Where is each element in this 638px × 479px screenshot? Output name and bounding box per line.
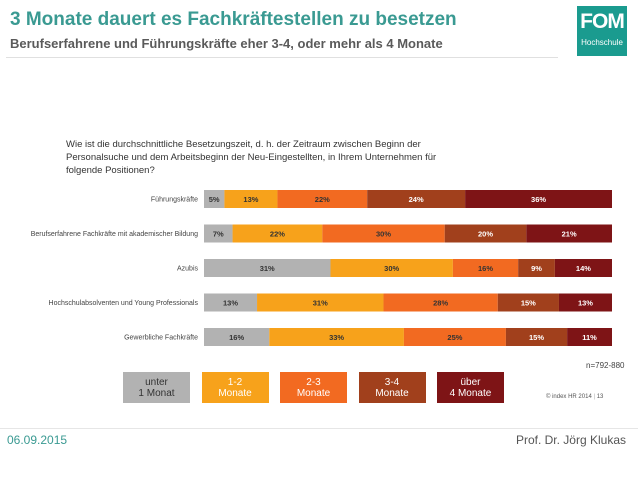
data-label: 16% [229, 333, 244, 342]
data-label: 33% [329, 333, 344, 342]
bar-segment [204, 328, 270, 346]
data-label: 36% [531, 195, 546, 204]
bar-segment [505, 328, 568, 346]
sample-size-note: n=792-880 [586, 361, 625, 370]
bar-segment [497, 293, 559, 312]
category-label: Gewerbliche Fachkräfte [124, 335, 198, 342]
bar-segment [558, 293, 612, 312]
legend-item: 3-4 Monate [358, 372, 426, 403]
source-text: © index HR 2014 [546, 394, 592, 400]
category-label: Azubis [177, 266, 199, 273]
data-label: 30% [384, 264, 399, 273]
data-label: 16% [478, 264, 493, 273]
bar-segment [367, 190, 466, 208]
logo-brand: FOM [580, 10, 625, 33]
bar-segment [452, 259, 519, 277]
bar-segment [518, 259, 555, 277]
bar-segment [403, 328, 506, 346]
source-note: © index HR 2014 | 13 [546, 394, 604, 400]
survey-question: Wie ist die durchschnittliche Besetzungs… [66, 139, 437, 176]
data-label: 9% [531, 264, 542, 273]
bar-segment [204, 259, 331, 277]
data-label: 24% [409, 195, 424, 204]
legend-label-line2: Monate [296, 387, 331, 399]
bar-segment [444, 224, 527, 243]
legend-label-line1: 1-2 [227, 376, 243, 388]
bar-segment [204, 224, 233, 243]
bar-segment [322, 224, 445, 243]
title-divider [6, 57, 558, 58]
footer-divider [0, 428, 638, 429]
bar-segment [277, 190, 368, 208]
legend-label-line2: Monate [218, 387, 252, 399]
bar-segment [526, 224, 612, 243]
data-label: 22% [315, 195, 330, 204]
slide-title: 3 Monate dauert es Fachkräftestellen zu … [10, 9, 457, 30]
legend-item: 2-3 Monate [280, 372, 347, 403]
legend-item: unter 1 Monat [123, 372, 190, 403]
data-label: 7% [213, 229, 224, 238]
legend-label-line1: 3-4 [384, 376, 400, 388]
footer-author: Prof. Dr. Jörg Klukas [515, 433, 626, 447]
data-label: 14% [576, 264, 591, 273]
data-label: 11% [582, 333, 597, 342]
data-label: 20% [478, 229, 493, 238]
bar-segment [204, 293, 258, 312]
legend-item: über 4 Monate [437, 372, 504, 403]
legend-label-line1: 2-3 [306, 376, 321, 388]
legend-label-line2: 1 Monat [138, 387, 175, 399]
legend-item: 1-2 Monate [201, 372, 269, 403]
bar-segment [330, 259, 453, 277]
legend-label-line2: 4 Monate [449, 387, 492, 399]
data-label: 30% [376, 229, 391, 238]
bar-segment [204, 190, 225, 208]
data-label: 15% [529, 333, 544, 342]
data-label: 31% [313, 298, 328, 307]
bar-segment [232, 224, 323, 243]
data-label: 13% [578, 298, 593, 307]
category-label: Führungskräfte [151, 197, 198, 204]
category-label: Hochschulabsolventen und Young Professio… [49, 300, 199, 307]
legend-label-line1: über [460, 376, 481, 388]
bar-segment [465, 190, 612, 208]
logo-sub: Hochschule [581, 38, 623, 47]
category-label: Berufserfahrene Fachkräfte mit akademisc… [31, 231, 198, 238]
page-number: 13 [596, 394, 604, 400]
data-label: 13% [223, 298, 238, 307]
legend-label-line2: Monate [375, 387, 409, 399]
legend-label-line1: unter [145, 376, 168, 388]
bar-segment [224, 190, 278, 208]
data-label: 5% [209, 195, 220, 204]
data-label: 31% [260, 264, 275, 273]
bar-segment [269, 328, 404, 346]
fom-logo: FOM Hochschule [577, 6, 627, 56]
data-label: 21% [562, 229, 577, 238]
footer-date: 06.09.2015 [7, 433, 68, 447]
bar-segment [257, 293, 384, 312]
data-label: 13% [243, 195, 258, 204]
data-label: 25% [447, 333, 462, 342]
data-label: 22% [270, 229, 285, 238]
data-label: 15% [521, 298, 536, 307]
slide-subtitle: Berufserfahrene und Führungskräfte eher … [10, 36, 443, 51]
bar-segment [383, 293, 498, 312]
bar-segment [567, 328, 612, 346]
data-label: 28% [433, 298, 448, 307]
bar-segment [554, 259, 612, 277]
